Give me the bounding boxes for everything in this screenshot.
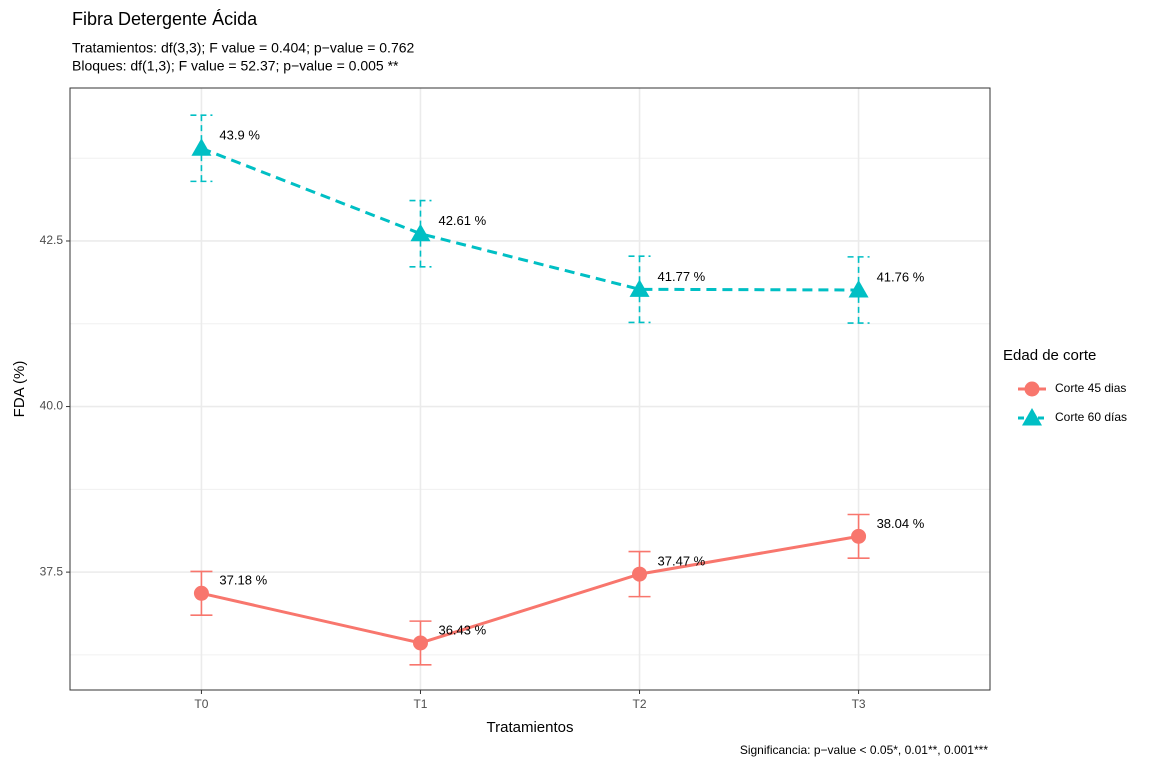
data-label: 37.18 % [219,573,267,588]
data-label: 41.76 % [877,269,925,284]
series-line [200,146,859,292]
subtitle: Bloques: df(1,3); F value = 52.37; p−val… [72,58,399,74]
legend-label: Corte 45 dias [1055,381,1126,395]
legend-title: Edad de corte [1003,347,1096,364]
caption: Significancia: p−value < 0.05*, 0.01**, … [740,743,989,757]
subtitle: Tratamientos: df(3,3); F value = 0.404; … [72,40,415,56]
data-label: 41.77 % [658,269,706,284]
chart-title: Fibra Detergente Ácida [72,9,258,29]
data-point [412,635,428,651]
data-point [851,528,867,544]
legend-marker [1022,408,1042,426]
series-line [201,534,859,645]
data-point [848,279,869,298]
x-axis-label: Tratamientos [487,719,574,736]
data-label: 42.61 % [438,213,486,228]
legend-label: Corte 60 días [1055,410,1127,424]
data-point [193,585,209,601]
data-label: 36.43 % [438,622,486,637]
y-tick-label: 40.0 [40,399,64,413]
data-point [632,566,648,582]
legend-marker [1024,381,1040,397]
plot-border [69,87,991,691]
data-point [191,138,212,156]
data-point [629,279,650,297]
y-tick-label: 42.5 [40,233,64,247]
y-tick-label: 37.5 [40,564,64,578]
x-tick-label: T2 [633,697,647,711]
data-point [410,223,431,242]
y-axis-label: FDA (%) [11,361,28,418]
data-label: 37.47 % [658,554,706,569]
x-tick-label: T3 [852,697,866,711]
x-tick-label: T1 [413,697,427,711]
x-tick-label: T0 [194,697,208,711]
data-label: 38.04 % [877,516,925,531]
data-label: 43.9 % [219,128,260,143]
